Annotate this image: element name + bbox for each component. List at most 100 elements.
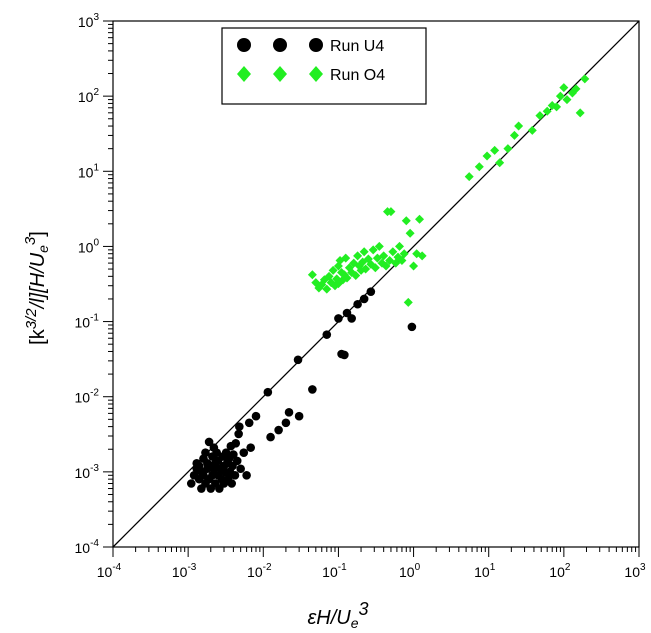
- point-run-o4: [403, 297, 413, 307]
- point-run-o4: [372, 253, 382, 263]
- point-run-o4: [417, 251, 427, 261]
- point-run-o4: [361, 264, 371, 274]
- axis-ticks: 10-4 10-3 10-2 10-1 100 101 102 103 10-4 10-3 10-2…: [75, 12, 646, 580]
- point-run-o4: [542, 106, 552, 116]
- point-run-o4: [415, 214, 425, 224]
- point-run-o4: [341, 253, 351, 263]
- point-run-o4: [495, 158, 505, 168]
- y-axis-title: [k3/2/l][H/Ue3]: [22, 231, 51, 345]
- point-run-o4: [374, 241, 384, 251]
- point-run-o4: [527, 125, 537, 135]
- legend-marker-o4-2: [273, 66, 287, 82]
- point-run-u4: [232, 456, 242, 466]
- x-tick-label: 10-4: [97, 562, 122, 580]
- point-run-o4: [307, 270, 317, 280]
- y-tick-label: 10-4: [75, 538, 100, 556]
- point-run-o4: [353, 251, 363, 261]
- point-run-o4: [368, 245, 378, 255]
- series-run-u4: [186, 287, 417, 493]
- point-run-o4: [388, 247, 398, 257]
- point-run-o4: [405, 228, 415, 238]
- x-tick-label: 101: [474, 562, 496, 580]
- point-run-u4: [244, 418, 254, 428]
- point-run-u4: [263, 387, 273, 397]
- legend-marker-o4-1: [237, 66, 251, 82]
- point-run-o4: [464, 172, 474, 182]
- point-run-o4: [482, 151, 492, 161]
- point-run-u4: [294, 411, 304, 421]
- point-run-u4: [239, 448, 249, 457]
- point-run-u4: [281, 418, 291, 428]
- point-run-o4: [409, 261, 419, 271]
- x-axis-title: εH/Ue3: [307, 599, 368, 631]
- point-run-u4: [229, 450, 238, 459]
- point-run-u4: [308, 385, 317, 394]
- y-tick-label: 10-2: [75, 388, 100, 406]
- point-run-o4: [503, 144, 513, 154]
- point-run-o4: [490, 145, 500, 155]
- point-run-o4: [580, 74, 590, 84]
- legend-marker-u4-3: [309, 38, 323, 52]
- legend: Run U4 Run O4: [221, 27, 427, 105]
- point-run-u4: [212, 448, 222, 457]
- point-run-o4: [335, 255, 345, 265]
- point-run-o4: [381, 261, 391, 271]
- point-run-u4: [284, 408, 294, 417]
- point-run-u4: [322, 330, 332, 339]
- point-run-u4: [266, 432, 275, 442]
- point-run-u4: [242, 470, 251, 480]
- point-run-u4: [236, 464, 245, 474]
- legend-label-run-o4: Run O4: [330, 67, 385, 84]
- x-tick-label: 102: [549, 562, 571, 580]
- legend-item-run-u4: Run U4: [237, 38, 384, 55]
- point-run-u4: [340, 350, 349, 360]
- point-run-o4: [399, 249, 409, 259]
- point-run-o4: [514, 121, 524, 131]
- point-run-u4: [293, 355, 303, 365]
- point-run-u4: [234, 429, 243, 439]
- y-tick-label: 102: [78, 87, 100, 105]
- point-run-u4: [204, 437, 214, 447]
- point-run-o4: [322, 284, 332, 294]
- point-run-u4: [201, 448, 210, 457]
- point-run-o4: [351, 271, 361, 281]
- point-run-o4: [559, 83, 569, 93]
- legend-item-run-o4: Run O4: [237, 66, 385, 84]
- legend-label-run-u4: Run U4: [330, 38, 384, 55]
- point-run-o4: [379, 251, 389, 261]
- point-run-o4: [359, 247, 369, 257]
- point-run-u4: [353, 299, 362, 309]
- point-run-u4: [366, 287, 376, 296]
- point-run-o4: [397, 255, 407, 265]
- point-run-u4: [359, 294, 369, 304]
- point-run-o4: [395, 241, 405, 251]
- point-run-o4: [474, 162, 484, 172]
- legend-marker-u4-2: [273, 38, 287, 52]
- y-tick-label: 10-1: [75, 313, 100, 331]
- point-run-o4: [328, 265, 338, 275]
- y-tick-label: 103: [78, 12, 100, 30]
- point-run-o4: [571, 84, 581, 94]
- series-run-o4: [307, 74, 590, 307]
- plot-frame: [112, 20, 640, 548]
- y-tick-label: 10-3: [75, 463, 100, 481]
- point-run-u4: [227, 479, 237, 488]
- legend-box: [221, 27, 427, 105]
- point-run-o4: [535, 111, 545, 121]
- x-tick-label: 10-3: [172, 562, 197, 580]
- point-run-o4: [370, 263, 380, 273]
- y-tick-label: 100: [78, 237, 100, 255]
- point-run-u4: [334, 314, 343, 323]
- point-run-u4: [186, 479, 196, 488]
- point-run-u4: [347, 314, 356, 323]
- point-run-u4: [246, 443, 255, 452]
- point-run-o4: [575, 108, 585, 118]
- y-tick-label: 101: [78, 162, 100, 180]
- point-run-o4: [509, 130, 519, 140]
- point-run-o4: [555, 91, 565, 101]
- point-run-o4: [386, 207, 396, 217]
- point-run-u4: [235, 422, 244, 431]
- x-tick-label: 10-1: [322, 562, 347, 580]
- x-tick-label: 100: [399, 562, 421, 580]
